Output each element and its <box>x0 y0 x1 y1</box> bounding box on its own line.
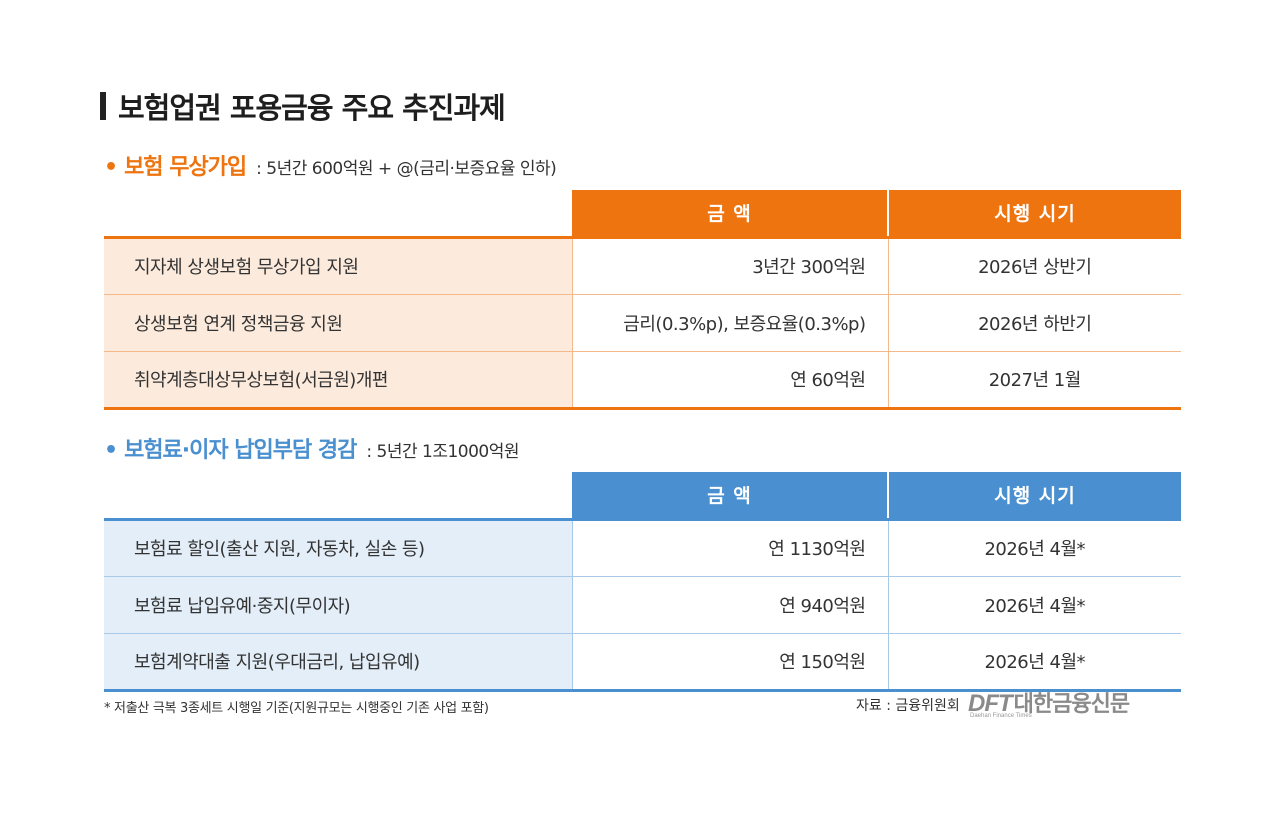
row-amount: 금리(0.3%p), 보증요율(0.3%p) <box>571 294 888 352</box>
row-period: 2026년 하반기 <box>887 294 1181 352</box>
table-row: 보험계약대출 지원(우대금리, 납입유예) 연 150억원 2026년 4월* <box>104 633 1181 691</box>
header-amount: 금 액 <box>572 190 888 237</box>
section1-summary: : 5년간 600억원 + @(금리·보증요율 인하) <box>256 159 557 179</box>
row-period: 2026년 상반기 <box>887 237 1181 295</box>
section1-heading: • 보험 무상가입 : 5년간 600억원 + @(금리·보증요율 인하) <box>104 149 557 181</box>
section2-table: 금 액 시행 시기 보험료 할인(출산 지원, 자동차, 실손 등) 연 113… <box>104 472 1181 692</box>
page-title-wrap: 보험업권 포용금융 주요 추진과제 <box>100 86 506 126</box>
source-credit: 자료 : 금융위원회 <box>856 698 960 714</box>
footnote: * 저출산 극복 3종세트 시행일 기준(지원규모는 시행중인 기존 사업 포함… <box>104 701 489 716</box>
row-amount: 연 940억원 <box>571 576 888 634</box>
header-blank-cell <box>104 472 572 519</box>
table-row: 지자체 상생보험 무상가입 지원 3년간 300억원 2026년 상반기 <box>104 237 1181 295</box>
logo-korean-text: 대한금융신문 <box>1013 692 1130 717</box>
row-amount: 3년간 300억원 <box>571 237 888 295</box>
page-title: 보험업권 포용금융 주요 추진과제 <box>118 91 506 125</box>
table-header-row: 금 액 시행 시기 <box>104 190 1181 237</box>
section2-title: 보험료·이자 납입부담 경감 <box>124 438 357 463</box>
section2-heading: • 보험료·이자 납입부담 경감 : 5년간 1조1000억원 <box>104 432 520 464</box>
row-label: 보험료 납입유예·중지(무이자) <box>104 576 572 634</box>
section1-table: 금 액 시행 시기 지자체 상생보험 무상가입 지원 3년간 300억원 202… <box>104 190 1181 410</box>
table-row: 보험료 할인(출산 지원, 자동차, 실손 등) 연 1130억원 2026년 … <box>104 519 1181 577</box>
section2-summary: : 5년간 1조1000억원 <box>366 442 520 462</box>
header-period: 시행 시기 <box>887 472 1181 519</box>
header-period: 시행 시기 <box>887 190 1181 237</box>
header-amount: 금 액 <box>572 472 888 519</box>
table-header-row: 금 액 시행 시기 <box>104 472 1181 519</box>
section1-bullet: • <box>104 155 119 180</box>
row-amount: 연 60억원 <box>571 351 888 409</box>
section2-bullet: • <box>104 438 119 463</box>
header-blank-cell <box>104 190 572 237</box>
row-label: 보험료 할인(출산 지원, 자동차, 실손 등) <box>104 519 572 577</box>
row-period: 2026년 4월* <box>887 633 1181 691</box>
row-period: 2027년 1월 <box>887 351 1181 409</box>
row-amount: 연 150억원 <box>571 633 888 691</box>
row-period: 2026년 4월* <box>887 576 1181 634</box>
row-label: 상생보험 연계 정책금융 지원 <box>104 294 572 352</box>
table-row: 보험료 납입유예·중지(무이자) 연 940억원 2026년 4월* <box>104 576 1181 634</box>
table-row: 상생보험 연계 정책금융 지원 금리(0.3%p), 보증요율(0.3%p) 2… <box>104 294 1181 352</box>
section1-title: 보험 무상가입 <box>124 155 247 180</box>
title-marker-bar <box>100 92 106 120</box>
row-period: 2026년 4월* <box>887 519 1181 577</box>
row-amount: 연 1130억원 <box>571 519 888 577</box>
row-label: 취약계층대상무상보험(서금원)개편 <box>104 351 572 409</box>
table-row: 취약계층대상무상보험(서금원)개편 연 60억원 2027년 1월 <box>104 351 1181 409</box>
logo-tagline: Daehan Finance Times <box>970 713 1032 719</box>
row-label: 지자체 상생보험 무상가입 지원 <box>104 237 572 295</box>
publisher-logo: DFT 대한금융신문 <box>968 686 1130 718</box>
row-label: 보험계약대출 지원(우대금리, 납입유예) <box>104 633 572 691</box>
logo-latin-text: DFT <box>968 690 1013 717</box>
